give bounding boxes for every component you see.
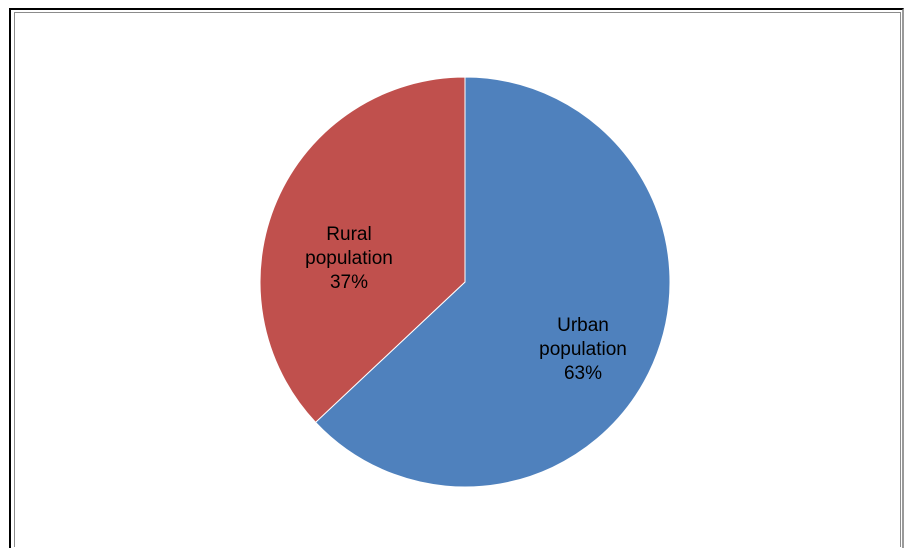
data-label-line: population	[539, 339, 627, 360]
data-label-rural: Rural population 37%	[305, 224, 393, 293]
data-label-line: Rural	[326, 224, 371, 245]
window-border	[9, 8, 904, 548]
data-label-line: Urban	[557, 315, 609, 336]
chart-area: Urban population 63% Rural population 37%	[14, 12, 901, 547]
data-label-line: 63%	[564, 363, 602, 384]
pie-slice-rural	[259, 76, 466, 424]
pie-slice-urban	[314, 76, 671, 488]
data-label-line: 37%	[330, 272, 368, 293]
data-label-line: population	[305, 248, 393, 269]
pie-chart: Urban population 63% Rural population 37%	[259, 76, 671, 488]
data-label-urban: Urban population 63%	[539, 315, 627, 384]
